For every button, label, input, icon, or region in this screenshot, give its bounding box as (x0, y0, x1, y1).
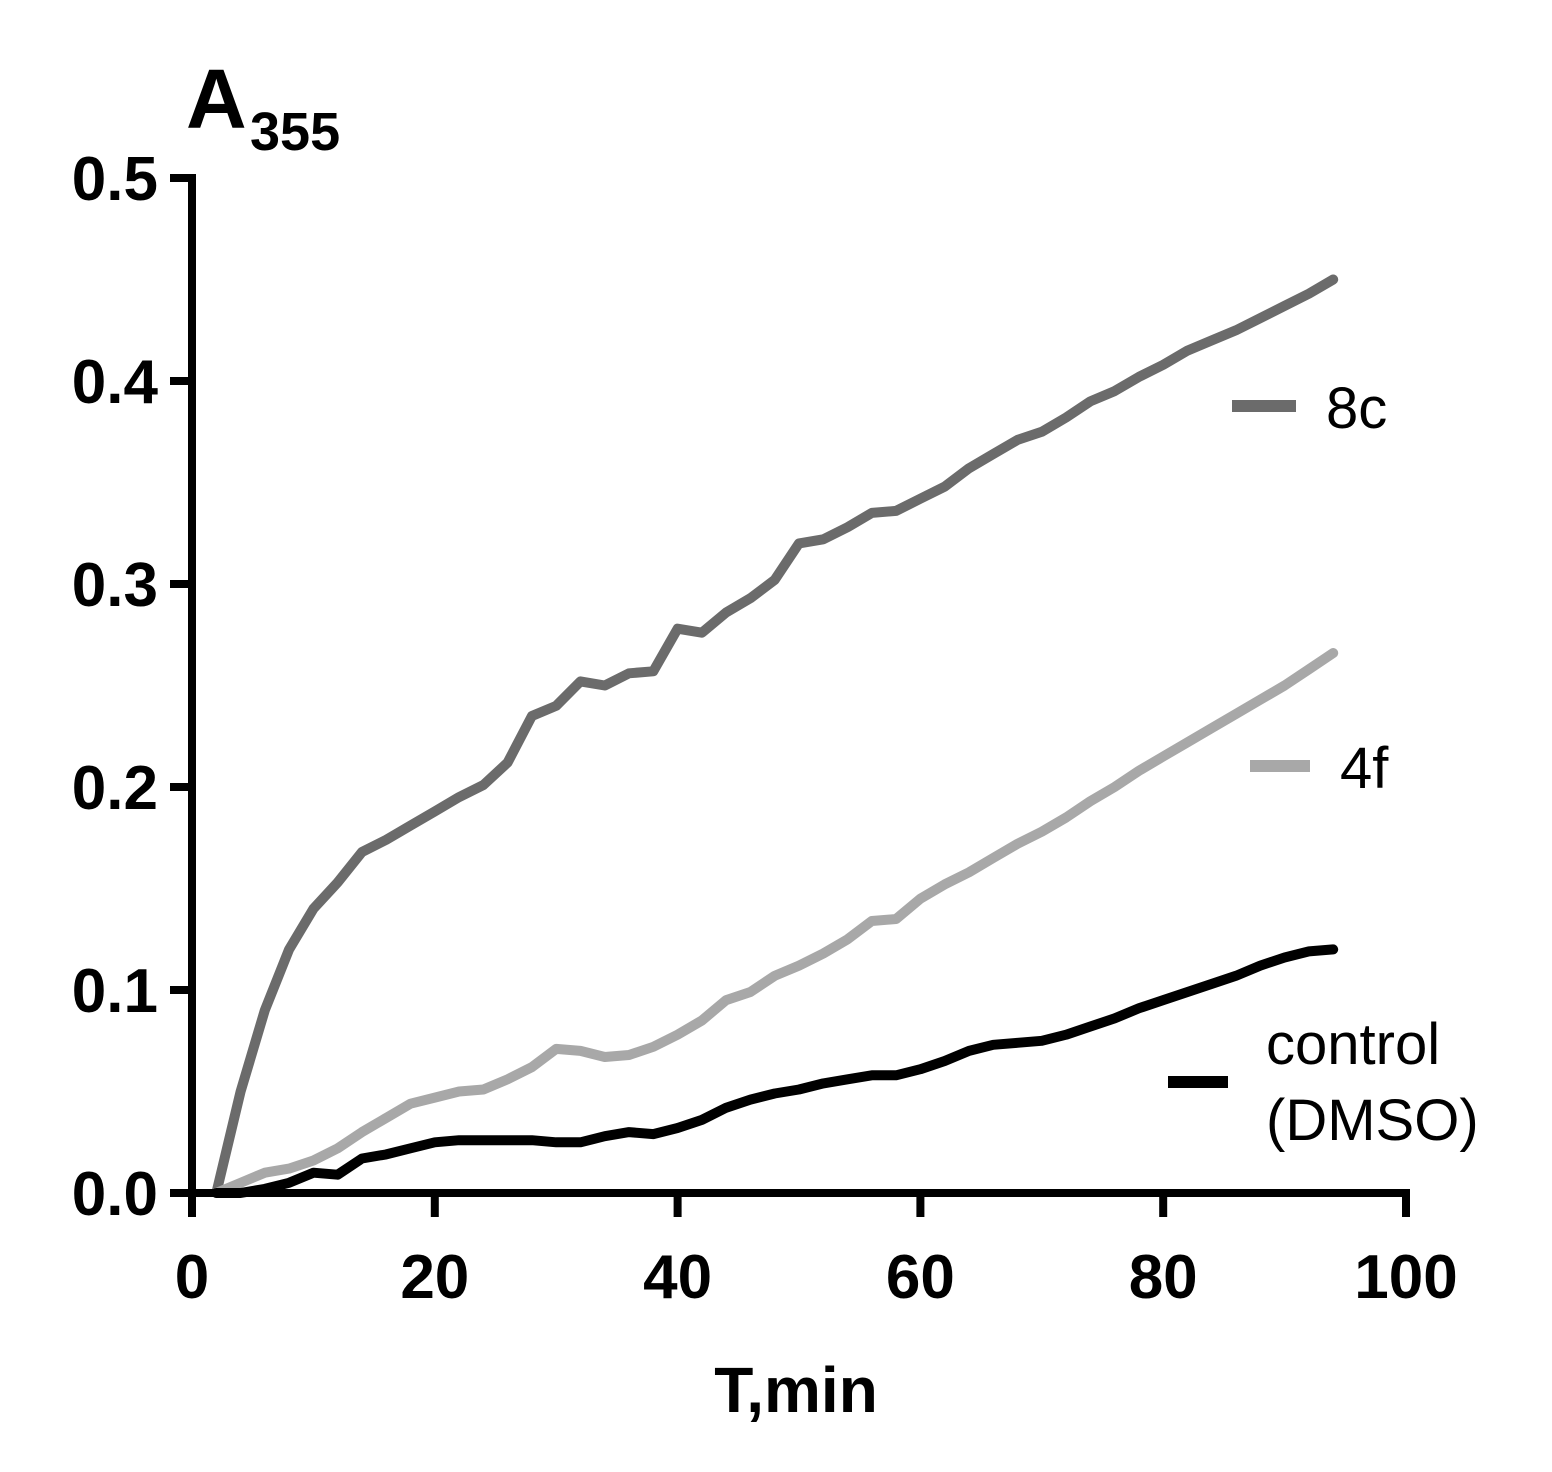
x-tick-label: 80 (1129, 1243, 1198, 1312)
x-tick-label: 0 (175, 1243, 209, 1312)
axes (188, 174, 1410, 1197)
series-line-control (211, 944, 1339, 1198)
y-ticks: 0.0 0.1 0.2 0.3 0.4 0.5 (72, 145, 192, 1229)
legend-label-4f: 4f (1340, 736, 1389, 801)
x-ticks: 0 20 40 60 80 100 (175, 1193, 1458, 1312)
y-tick-label: 0.2 (72, 754, 158, 823)
series-line-8c (211, 274, 1339, 1198)
legend-label-control-2: (DMSO) (1266, 1088, 1479, 1153)
x-tick-label: 100 (1354, 1243, 1457, 1312)
y-tick-label: 0.1 (72, 957, 158, 1026)
y-tick-label: 0.4 (72, 348, 159, 417)
x-tick-label: 20 (400, 1243, 469, 1312)
y-axis-title: A 355 (186, 52, 340, 162)
y-tick-label: 0.3 (72, 551, 158, 620)
series-layer (211, 274, 1339, 1198)
y-axis-title-subscript: 355 (250, 102, 340, 162)
x-tick-label: 60 (886, 1243, 955, 1312)
y-axis-title-main: A (186, 52, 247, 146)
legend-label-control-1: control (1266, 1012, 1440, 1077)
legend-label-8c: 8c (1326, 376, 1387, 441)
y-tick-label: 0.5 (72, 145, 158, 214)
x-axis-title: T,min (714, 1354, 878, 1426)
x-tick-label: 40 (643, 1243, 712, 1312)
y-tick-label: 0.0 (72, 1160, 158, 1229)
legend: 8c 4f control (DMSO) (1168, 376, 1479, 1153)
series-line-4f (211, 648, 1339, 1198)
